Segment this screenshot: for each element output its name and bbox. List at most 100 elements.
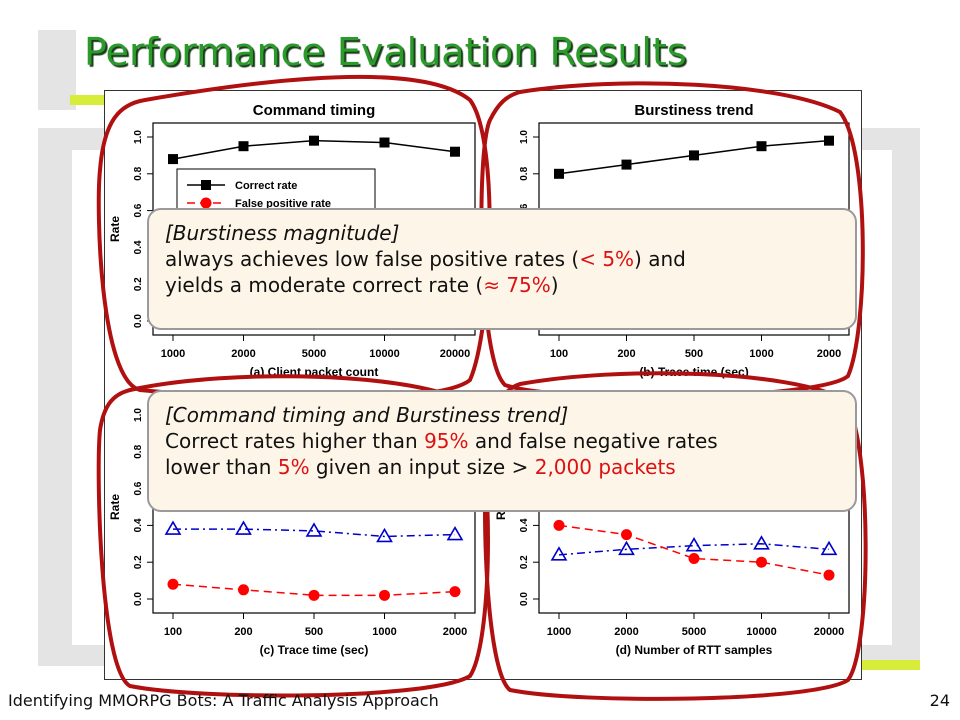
data-point-triangle xyxy=(685,537,703,552)
slide-title: Performance Evaluation Results xyxy=(84,30,687,74)
callout-highlight: 5% xyxy=(277,455,310,479)
page-number: 24 xyxy=(929,691,950,710)
data-point-triangle xyxy=(446,526,464,541)
y-tick-label: 0.0 xyxy=(133,592,144,606)
callout-heading: [Burstiness magnitude] xyxy=(165,221,400,245)
callout-text: ) xyxy=(550,273,559,297)
callout-highlight: 2,000 packets xyxy=(534,455,676,479)
y-tick-label: 0.8 xyxy=(133,166,144,180)
data-point-triangle xyxy=(164,520,182,535)
data-point-circle xyxy=(449,586,461,598)
y-axis-label: Rate xyxy=(108,216,122,242)
callout-text: always achieves low false positive rates… xyxy=(165,247,580,271)
data-point-triangle xyxy=(376,527,393,543)
y-tick-label: 0.8 xyxy=(519,166,530,180)
data-point-square xyxy=(554,168,564,179)
x-tick-label: 5000 xyxy=(682,626,706,638)
data-point-square xyxy=(379,137,390,148)
frame-top-yellow xyxy=(70,95,120,105)
callout-heading: [Command timing and Burstiness trend] xyxy=(165,403,569,427)
y-tick-label: 0.6 xyxy=(133,481,144,495)
data-point-circle xyxy=(308,589,320,601)
data-point-circle xyxy=(200,197,212,209)
y-tick-label: 0.2 xyxy=(133,555,144,569)
x-tick-label: 100 xyxy=(164,626,182,638)
y-tick-label: 0.2 xyxy=(133,277,144,291)
y-tick-label: 0.6 xyxy=(133,203,144,217)
x-tick-label: 1000 xyxy=(547,626,571,638)
callout-text: yields a moderate correct rate ( xyxy=(165,273,484,297)
x-axis-label: (b) Trace time (sec) xyxy=(639,365,748,379)
data-point-circle xyxy=(167,578,179,590)
x-tick-label: 200 xyxy=(234,626,252,638)
data-point-circle xyxy=(688,553,700,565)
x-tick-label: 20000 xyxy=(814,626,845,638)
x-tick-label: 10000 xyxy=(369,348,400,360)
y-axis-label: Rate xyxy=(108,494,122,520)
x-axis-label: (d) Number of RTT samples xyxy=(616,643,773,657)
results-figure: Command timing0.00.20.40.60.81.0Rate1000… xyxy=(108,102,850,657)
x-tick-label: 2000 xyxy=(614,626,638,638)
y-tick-label: 0.4 xyxy=(133,240,144,254)
x-tick-label: 2000 xyxy=(231,348,255,360)
callout-text: ) and xyxy=(634,247,686,271)
chart-title: Burstiness trend xyxy=(634,102,753,119)
y-tick-label: 0.0 xyxy=(519,592,530,606)
data-point-triangle xyxy=(305,522,323,537)
frame-top-gray xyxy=(38,30,76,110)
data-point-square xyxy=(450,146,460,157)
figure-panel: Command timing 0.0 0.2 0.4 0.6 0.8 1.0 Rate 1000… xyxy=(104,90,862,680)
x-tick-label: 2000 xyxy=(443,626,467,638)
callout-highlight: 95% xyxy=(424,429,469,453)
data-point-square xyxy=(689,150,699,161)
data-point-circle xyxy=(823,569,835,581)
data-point-circle xyxy=(379,589,390,601)
data-point-circle xyxy=(238,584,249,596)
data-point-circle xyxy=(553,519,565,531)
x-tick-label: 10000 xyxy=(746,626,777,638)
data-point-square xyxy=(756,141,767,152)
callout-text: given an input size > xyxy=(309,455,535,479)
callout-text: lower than xyxy=(165,455,278,479)
callout-text: and false negative rates xyxy=(468,429,718,453)
y-tick-label: 0.4 xyxy=(133,518,144,532)
data-point-square xyxy=(621,159,632,170)
x-tick-label: 5000 xyxy=(302,348,326,360)
x-tick-label: 1000 xyxy=(161,348,185,360)
data-point-square xyxy=(168,154,178,165)
data-point-circle xyxy=(621,529,632,541)
y-tick-label: 0.8 xyxy=(133,444,144,458)
callout-text: Correct rates higher than xyxy=(165,429,425,453)
callout-burstiness-magnitude: [Burstiness magnitude] always achieves l… xyxy=(147,208,857,330)
callout-highlight: ≈ 75% xyxy=(483,273,551,297)
footer-title: Identifying MMORPG Bots: A Traffic Analy… xyxy=(8,691,439,710)
x-tick-label: 100 xyxy=(550,348,568,360)
frame-bottom-yellow xyxy=(860,660,920,670)
callout-highlight: < 5% xyxy=(579,247,635,271)
chart-title: Command timing xyxy=(253,102,376,119)
data-point-triangle xyxy=(753,535,770,550)
x-tick-label: 200 xyxy=(617,348,635,360)
x-tick-label: 1000 xyxy=(372,626,396,638)
x-tick-label: 2000 xyxy=(817,348,841,360)
y-tick-label: 1.0 xyxy=(519,130,530,144)
x-tick-label: 500 xyxy=(305,626,323,638)
y-tick-label: 0.4 xyxy=(519,518,530,532)
y-tick-label: 1.0 xyxy=(133,408,144,422)
data-point-square xyxy=(824,135,834,146)
y-tick-label: 1.0 xyxy=(133,130,144,144)
x-tick-label: 500 xyxy=(685,348,703,360)
y-tick-label: 0.0 xyxy=(133,314,144,328)
data-point-triangle xyxy=(235,520,252,535)
y-tick-label: 0.2 xyxy=(519,555,530,569)
data-point-circle xyxy=(756,556,767,568)
x-axis-label: (c) Trace time (sec) xyxy=(260,643,369,657)
legend-entry: Correct rate xyxy=(235,180,297,192)
data-point-square xyxy=(238,141,249,152)
x-axis-label: (a) Client packet count xyxy=(250,365,379,379)
data-point-square xyxy=(309,135,319,146)
data-point-square xyxy=(201,180,211,190)
callout-command-timing-burstiness-trend: [Command timing and Burstiness trend] Co… xyxy=(147,390,857,512)
x-tick-label: 20000 xyxy=(440,348,471,360)
x-tick-label: 1000 xyxy=(749,348,773,360)
